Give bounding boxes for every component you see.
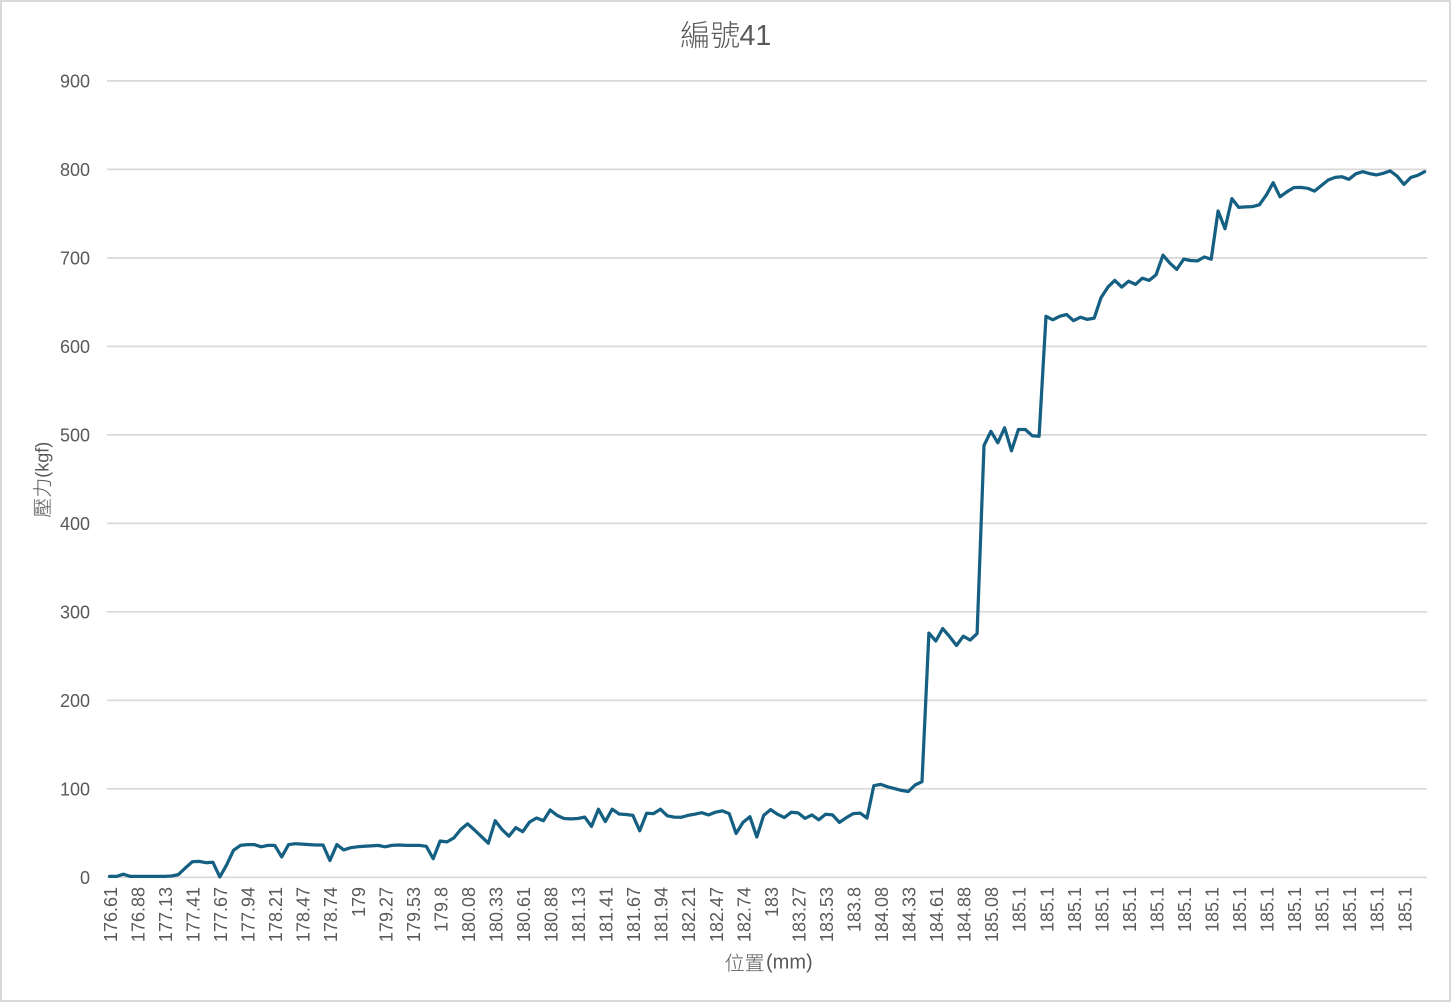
- svg-text:300: 300: [60, 602, 90, 622]
- svg-text:180.08: 180.08: [459, 887, 479, 942]
- svg-text:185.1: 185.1: [1313, 887, 1333, 932]
- svg-text:800: 800: [60, 160, 90, 180]
- svg-text:181.41: 181.41: [597, 887, 617, 942]
- svg-text:185.1: 185.1: [1340, 887, 1360, 932]
- svg-text:200: 200: [60, 691, 90, 711]
- svg-text:185.08: 185.08: [982, 887, 1002, 942]
- svg-text:185.1: 185.1: [1175, 887, 1195, 932]
- svg-text:183.53: 183.53: [817, 887, 837, 942]
- svg-text:185.1: 185.1: [1258, 887, 1278, 932]
- svg-text:185.1: 185.1: [1285, 887, 1305, 932]
- svg-text:176.88: 176.88: [128, 887, 148, 942]
- svg-text:184.33: 184.33: [900, 887, 920, 942]
- svg-text:185.1: 185.1: [1092, 887, 1112, 932]
- svg-text:180.61: 180.61: [514, 887, 534, 942]
- svg-text:179: 179: [349, 887, 369, 917]
- svg-text:183.8: 183.8: [845, 887, 865, 932]
- svg-text:(kgf): (kgf): [33, 442, 53, 478]
- svg-text:181.94: 181.94: [652, 887, 672, 942]
- svg-text:700: 700: [60, 249, 90, 269]
- svg-text:100: 100: [60, 779, 90, 799]
- svg-text:185.1: 185.1: [1230, 887, 1250, 932]
- svg-text:177.67: 177.67: [211, 887, 231, 942]
- svg-text:185.1: 185.1: [1368, 887, 1388, 932]
- svg-text:185.1: 185.1: [1037, 887, 1057, 932]
- svg-text:179.27: 179.27: [376, 887, 396, 942]
- svg-text:181.13: 181.13: [569, 887, 589, 942]
- svg-text:0: 0: [80, 868, 90, 888]
- svg-text:183.27: 183.27: [789, 887, 809, 942]
- svg-text:176.61: 176.61: [101, 887, 121, 942]
- svg-text:181.67: 181.67: [624, 887, 644, 942]
- svg-text:(mm): (mm): [766, 952, 813, 974]
- svg-text:178.21: 178.21: [266, 887, 286, 942]
- svg-text:180.33: 180.33: [487, 887, 507, 942]
- svg-text:185.1: 185.1: [1203, 887, 1223, 932]
- svg-text:183: 183: [762, 887, 782, 917]
- svg-text:178.47: 178.47: [294, 887, 314, 942]
- svg-text:900: 900: [60, 72, 90, 92]
- svg-text:400: 400: [60, 514, 90, 534]
- svg-text:177.94: 177.94: [239, 887, 259, 942]
- svg-text:185.1: 185.1: [1147, 887, 1167, 932]
- svg-text:500: 500: [60, 426, 90, 446]
- svg-text:182.47: 182.47: [707, 887, 727, 942]
- svg-text:185.1: 185.1: [1120, 887, 1140, 932]
- svg-text:177.13: 177.13: [156, 887, 176, 942]
- svg-text:184.61: 184.61: [927, 887, 947, 942]
- svg-text:180.88: 180.88: [542, 887, 562, 942]
- svg-text:600: 600: [60, 337, 90, 357]
- svg-text:182.74: 182.74: [734, 887, 754, 942]
- svg-text:177.41: 177.41: [184, 887, 204, 942]
- svg-text:182.21: 182.21: [679, 887, 699, 942]
- svg-text:184.88: 184.88: [955, 887, 975, 942]
- svg-text:41: 41: [740, 20, 772, 52]
- svg-text:178.74: 178.74: [321, 887, 341, 942]
- svg-text:185.1: 185.1: [1010, 887, 1030, 932]
- svg-text:179.8: 179.8: [431, 887, 451, 932]
- svg-text:185.1: 185.1: [1395, 887, 1415, 932]
- svg-text:184.08: 184.08: [872, 887, 892, 942]
- svg-text:185.1: 185.1: [1065, 887, 1085, 932]
- svg-text:179.53: 179.53: [404, 887, 424, 942]
